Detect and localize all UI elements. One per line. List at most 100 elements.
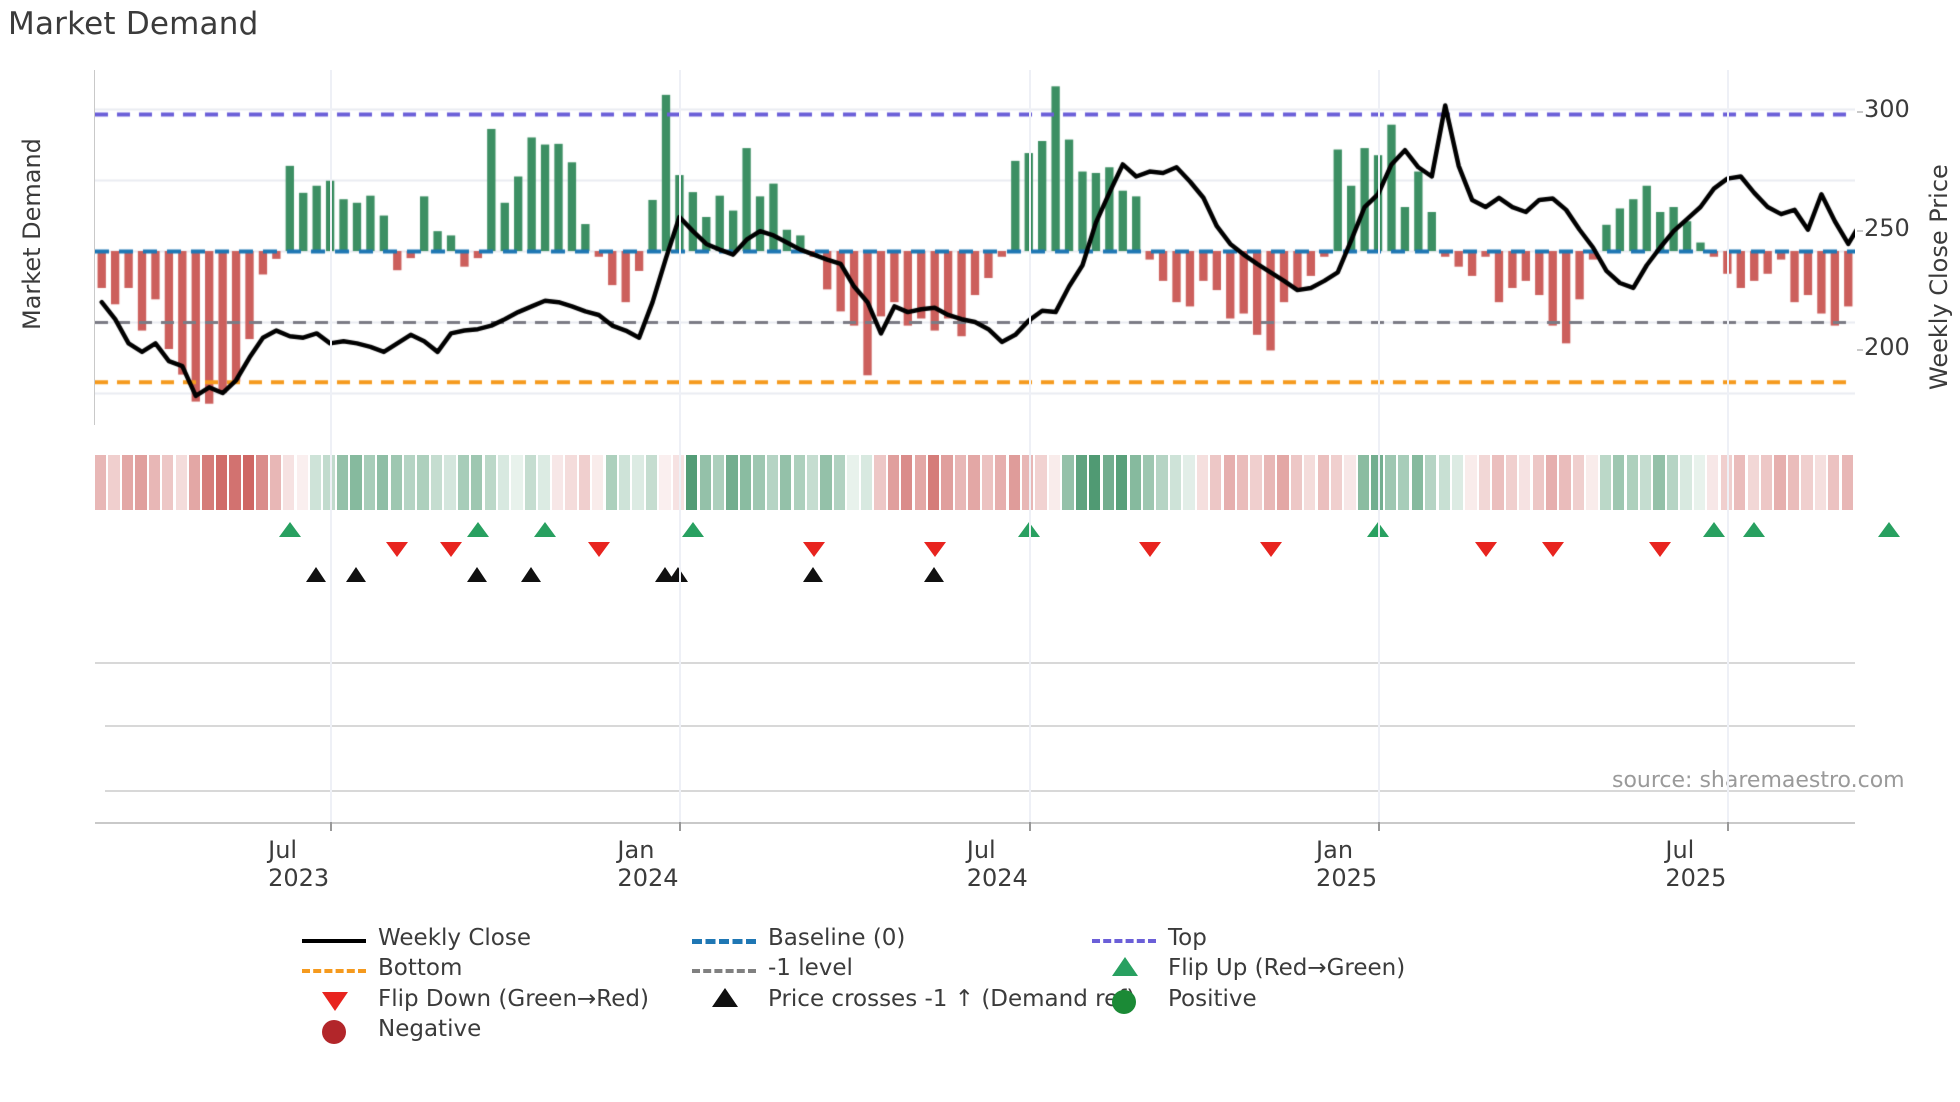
heatmap-cell [1169,455,1182,510]
heatmap-cell [1290,455,1302,510]
heatmap-cell [1734,455,1746,510]
heatmap-cell [968,455,980,510]
x-tick-0: Jul 2023 [268,836,330,892]
heatmap-cell [551,455,564,510]
flip-down-marker [923,542,946,557]
heatmap-cell [1787,455,1800,510]
heatmap-cell [847,455,859,510]
right-axis-spine [1855,70,1857,425]
heatmap-cell [1505,455,1517,510]
heatmap-cell [1599,455,1611,510]
heatmap-cell [901,455,913,510]
heatmap-cell [1035,455,1047,510]
heatmap-cell [672,455,684,510]
heatmap-cell [229,455,241,510]
heatmap-cell [1344,455,1356,510]
heatmap-cell [1062,455,1074,510]
heatmap-cell [1129,455,1141,510]
price-cross-marker [923,567,944,582]
flip-up-marker [1743,522,1766,537]
heatmap-cell [148,455,161,510]
heatmap-cell [1720,455,1732,510]
heatmap-cell [1048,455,1061,510]
line-dashed-blue-icon [690,939,758,944]
flip-down-marker [440,542,463,557]
legend-line-swatch [302,939,366,943]
heatmap-cell [820,455,832,510]
heatmap-cell [350,455,362,510]
flip-up-marker [466,522,489,537]
heatmap-cell [605,455,617,510]
heatmap-cell [1425,455,1437,510]
heatmap-cell [1693,455,1706,510]
x-tick-mark-3 [1378,822,1381,831]
heatmap-cell [538,455,550,510]
heatmap-cell [296,455,308,510]
flip-down-marker [802,542,825,557]
heatmap-cell [1801,455,1813,510]
flip-up-marker [278,522,301,537]
legend-label: Baseline (0) [768,925,906,951]
x-tick-4: Jul 2025 [1665,836,1727,892]
right-axis-title: Weekly Close Price [1925,164,1953,390]
heatmap-cell [1022,455,1034,510]
demand-chart-plot [94,70,1855,425]
x-tick-3: Jan 2025 [1316,836,1378,892]
triangle-up-green-icon [1090,957,1158,976]
heatmap-cell [780,455,792,510]
heatmap-cell [202,455,214,510]
heatmap-cell [1492,455,1504,510]
heatmap-cell [686,455,698,510]
left-axis-title: Market Demand [18,138,46,330]
heatmap-cell [1814,455,1826,510]
heatmap-cell [887,455,899,510]
heatmap-cell [1532,455,1544,510]
price-cross-marker [345,567,366,582]
heatmap-cell [323,455,335,510]
signal-markers-area [95,512,1900,662]
line-dotted-purple-icon [1090,939,1158,943]
x-tick-mark-2 [1028,822,1031,831]
price-cross-marker [668,567,689,582]
circle-darkred-icon [300,1020,368,1044]
heatmap-cell [833,455,846,510]
heatmap-cell [1277,455,1289,510]
x-gridline-4 [1727,70,1730,822]
heatmap-cell [1210,455,1222,510]
heatmap-cell [336,455,349,510]
legend-line-swatch [1092,939,1156,943]
flip-up-marker [1877,522,1900,537]
x-gridline-1 [679,70,682,822]
heatmap-cell [417,455,429,510]
heatmap-cell [645,455,658,510]
right-tick-0: 300 [1864,94,1910,123]
heatmap-cell [981,455,993,510]
lower-rule-2 [105,725,1855,727]
heatmap-cell [874,455,886,510]
legend-line-swatch [302,969,366,973]
heatmap-cell [457,455,470,510]
heatmap-cell [1451,455,1464,510]
flip-up-marker [534,522,557,537]
heatmap-cell [1559,455,1571,510]
triangle-down-red-icon [300,992,368,1011]
heatmap-cell [1384,455,1397,510]
legend-circle-swatch [1112,990,1136,1014]
heatmap-cell [430,455,443,510]
flip-down-marker [1138,542,1161,557]
heatmap-cell [1774,455,1786,510]
heatmap-cell [256,455,268,510]
heatmap-cell [739,455,752,510]
flip-down-marker [1541,542,1564,557]
legend-label: Weekly Close [378,925,531,951]
heatmap-cell [377,455,389,510]
heatmap-cell [927,455,940,510]
page-title: Market Demand [8,6,259,42]
right-tick-2: 200 [1864,332,1910,361]
legend-circle-swatch [322,1020,346,1044]
legend-label: Positive [1168,986,1257,1012]
heatmap-cell [1116,455,1128,510]
heatmap-cell [1572,455,1585,510]
flip-down-marker [1474,542,1497,557]
heatmap-cell [1760,455,1773,510]
